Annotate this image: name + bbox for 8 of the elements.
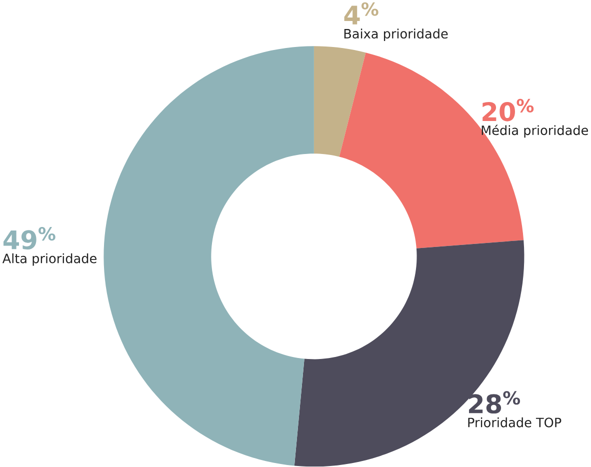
slice-label: Média prioridade: [482, 124, 588, 138]
data-label: 28$^{%}$: [469, 391, 520, 414]
slice-label: Prioridade TOP: [468, 418, 562, 428]
slice-label: Baixa prioridade: [344, 28, 448, 42]
data-label: 4$^{%}$: [344, 2, 378, 25]
slice-label: Alta prioridade: [2, 254, 96, 266]
data-label: 20$^{%}$: [482, 99, 534, 122]
data-label: 49$^{%}$: [3, 227, 56, 250]
